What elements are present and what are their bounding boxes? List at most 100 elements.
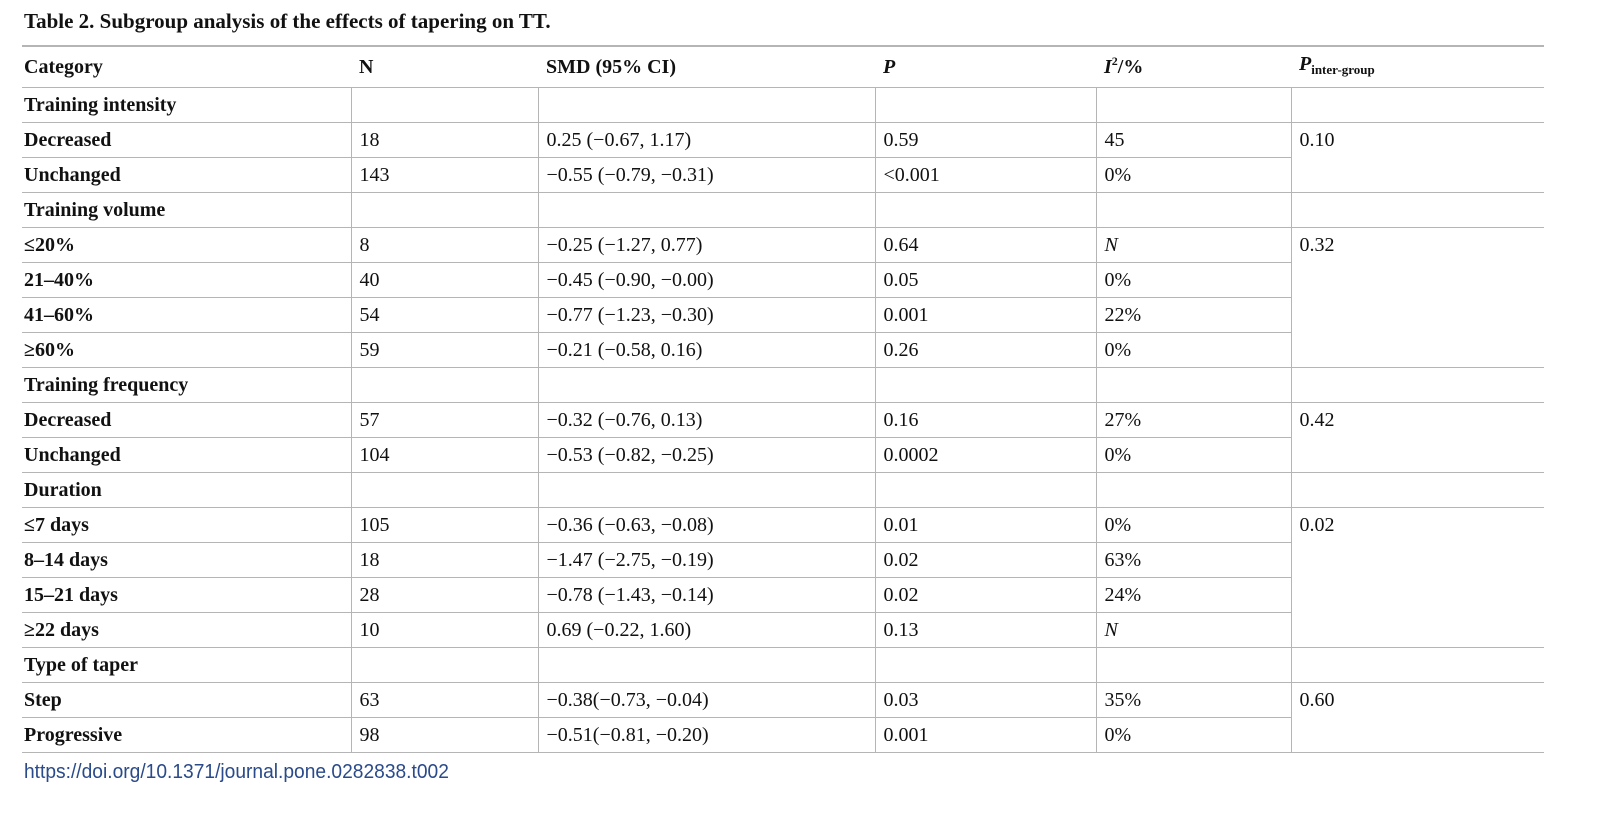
header-smd: SMD (95% CI) (538, 46, 875, 88)
header-p-inter: Pinter-group (1291, 46, 1544, 88)
header-p: P (875, 46, 1096, 88)
group-title: Duration (22, 472, 351, 508)
row-category: ≥60% (22, 332, 351, 368)
row-p: 0.13 (874, 612, 1096, 648)
empty-cell (874, 192, 1096, 228)
row-i2: 0% (1095, 437, 1291, 473)
row-p-inter: 0.02 (1290, 507, 1544, 648)
p-inter-value: 0.10 (1299, 129, 1335, 151)
row-p: <0.001 (874, 157, 1096, 193)
table-row: Decreased 18 0.25 (−0.67, 1.17) 0.59 45 0.10 (22, 122, 1544, 193)
row-i2: 0% (1095, 507, 1291, 543)
row-category: ≤20% (22, 227, 351, 263)
row-category: ≤7 days (22, 507, 351, 543)
row-n: 18 (350, 542, 538, 578)
subgroup-table: Category N SMD (95% CI) P I2/% Pinter-gr… (22, 45, 1544, 753)
row-i2: N (1095, 227, 1291, 263)
table-row: Unchanged 143 −0.55 (−0.79, −0.31) <0.001 0% (22, 157, 1544, 193)
empty-cell (874, 472, 1096, 508)
table-row: ≤7 days 105 −0.36 (−0.63, −0.08) 0.01 0% 0.02 (22, 507, 1544, 648)
empty-cell (874, 367, 1096, 403)
table-header-row: Category N SMD (95% CI) P I2/% Pinter-gr… (22, 46, 1544, 88)
table-row: ≥22 days 10 0.69 (−0.22, 1.60) 0.13 N (22, 612, 1544, 648)
empty-cell (350, 367, 538, 403)
header-p-inter-letter: P (1299, 53, 1312, 75)
header-category: Category (22, 46, 351, 88)
group-header-row: Type of taper (22, 647, 1544, 683)
row-i2: 0% (1095, 262, 1291, 298)
row-category: ≥22 days (22, 612, 351, 648)
row-smd: −0.32 (−0.76, 0.13) (537, 402, 875, 438)
empty-cell (537, 647, 875, 683)
group-header-row: Duration (22, 472, 1544, 508)
row-p: 0.26 (874, 332, 1096, 368)
row-p: 0.59 (874, 122, 1096, 158)
row-n: 105 (350, 507, 538, 543)
row-p: 0.01 (874, 507, 1096, 543)
table-row: Decreased 57 −0.32 (−0.76, 0.13) 0.16 27% 0.4… (22, 402, 1544, 473)
table-row: Unchanged 104 −0.53 (−0.82, −0.25) 0.0002 0% (22, 437, 1544, 473)
p-inter-value: 0.02 (1299, 514, 1335, 536)
empty-cell (1095, 87, 1291, 123)
row-p: 0.03 (874, 682, 1096, 718)
row-smd: 0.69 (−0.22, 1.60) (537, 612, 875, 648)
row-p-inter: 0.32 (1290, 227, 1544, 368)
empty-cell (350, 647, 538, 683)
header-p-inter-sub: inter-group (1311, 62, 1375, 77)
row-n: 57 (350, 402, 538, 438)
table-row: 15–21 days 28 −0.78 (−1.43, −0.14) 0.02 24% (22, 577, 1544, 613)
row-smd: −0.78 (−1.43, −0.14) (537, 577, 875, 613)
header-i2-sup: 2 (1111, 54, 1118, 68)
row-category: Unchanged (22, 437, 351, 473)
row-p: 0.02 (874, 542, 1096, 578)
row-i2: 63% (1095, 542, 1291, 578)
empty-cell (537, 367, 875, 403)
empty-cell (1290, 87, 1544, 123)
empty-cell (350, 472, 538, 508)
row-p: 0.02 (874, 577, 1096, 613)
row-smd: −0.36 (−0.63, −0.08) (537, 507, 875, 543)
row-n: 10 (350, 612, 538, 648)
row-p: 0.0002 (874, 437, 1096, 473)
header-i2: I2/% (1096, 46, 1291, 88)
row-category: 8–14 days (22, 542, 351, 578)
row-smd: −0.25 (−1.27, 0.77) (537, 227, 875, 263)
table-row: 41–60% 54 −0.77 (−1.23, −0.30) 0.001 22% (22, 297, 1544, 333)
doi-link[interactable]: https://doi.org/10.1371/journal.pone.028… (24, 761, 449, 783)
empty-cell (874, 647, 1096, 683)
row-n: 28 (350, 577, 538, 613)
row-p-inter: 0.10 (1290, 122, 1544, 193)
row-n: 63 (350, 682, 538, 718)
table-row: ≥60% 59 −0.21 (−0.58, 0.16) 0.26 0% (22, 332, 1544, 368)
row-smd: −0.53 (−0.82, −0.25) (537, 437, 875, 473)
row-n: 104 (350, 437, 538, 473)
row-category: Decreased (22, 402, 351, 438)
empty-cell (1290, 472, 1544, 508)
empty-cell (350, 87, 538, 123)
row-n: 54 (350, 297, 538, 333)
row-p-inter: 0.60 (1290, 682, 1544, 753)
row-smd: −0.55 (−0.79, −0.31) (537, 157, 875, 193)
group-title: Training frequency (22, 367, 351, 403)
row-category: 41–60% (22, 297, 351, 333)
row-smd: −0.38(−0.73, −0.04) (537, 682, 875, 718)
p-inter-value: 0.60 (1299, 689, 1335, 711)
header-n: N (351, 46, 538, 88)
empty-cell (1095, 472, 1291, 508)
empty-cell (1290, 192, 1544, 228)
row-i2: 45 (1095, 122, 1291, 158)
row-smd: −0.45 (−0.90, −0.00) (537, 262, 875, 298)
empty-cell (1095, 367, 1291, 403)
row-smd: −0.77 (−1.23, −0.30) (537, 297, 875, 333)
row-i2: 35% (1095, 682, 1291, 718)
empty-cell (1290, 647, 1544, 683)
row-smd: −1.47 (−2.75, −0.19) (537, 542, 875, 578)
empty-cell (537, 472, 875, 508)
row-p: 0.001 (874, 717, 1096, 753)
row-n: 98 (350, 717, 538, 753)
table-row: Progressive 98 −0.51(−0.81, −0.20) 0.001 0% (22, 717, 1544, 753)
p-inter-value: 0.32 (1299, 234, 1335, 256)
row-p: 0.05 (874, 262, 1096, 298)
group-header-row: Training intensity (22, 87, 1544, 123)
row-smd: 0.25 (−0.67, 1.17) (537, 122, 875, 158)
